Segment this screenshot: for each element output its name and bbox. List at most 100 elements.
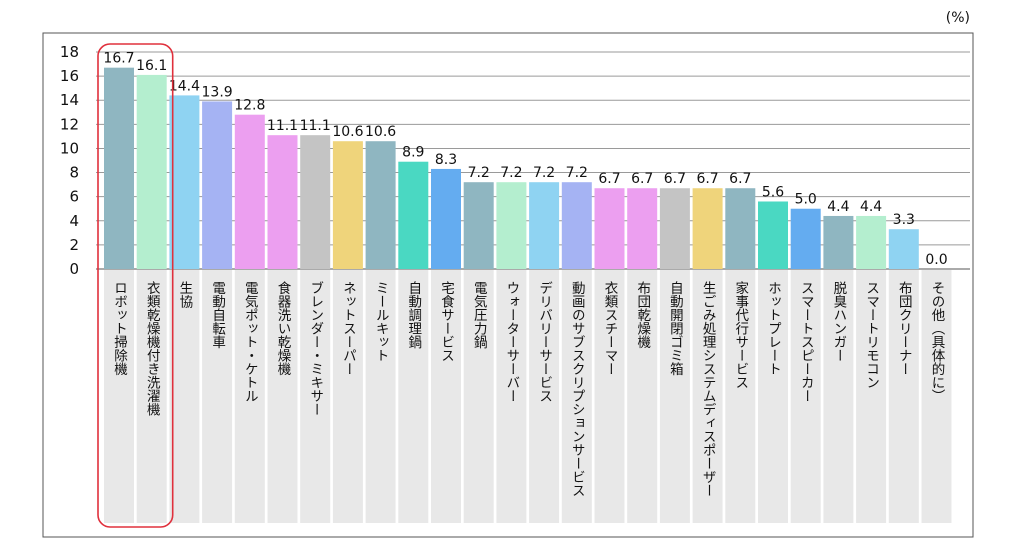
label-band	[529, 270, 560, 523]
data-label: 13.9	[202, 84, 233, 100]
label-band	[169, 270, 200, 523]
label-band	[202, 270, 233, 523]
label-band	[627, 270, 658, 523]
label-band	[823, 270, 854, 523]
data-label: 7.2	[566, 165, 588, 181]
category-label: その他（具体的に）	[929, 281, 946, 403]
bar	[496, 182, 527, 269]
label-band	[300, 270, 331, 523]
label-band	[463, 270, 494, 523]
data-label: 16.1	[136, 58, 167, 74]
label-band	[267, 270, 298, 523]
label-band	[888, 270, 919, 523]
y-tick-label: 0	[69, 260, 79, 278]
bar	[398, 161, 429, 269]
data-label: 6.7	[598, 171, 620, 187]
category-label: ブレンダー・ミキサー	[307, 281, 323, 416]
y-tick-label: 12	[60, 115, 79, 133]
data-label: 14.4	[169, 78, 200, 94]
category-label: ウォーターサーバー	[503, 281, 519, 403]
y-tick-label: 16	[60, 67, 79, 85]
label-band	[104, 270, 134, 523]
category-label: 布団乾燥機	[634, 281, 651, 350]
data-label: 11.1	[300, 118, 331, 134]
data-label: 6.7	[664, 171, 686, 187]
label-band	[856, 270, 887, 523]
bars	[104, 67, 919, 270]
label-band	[136, 270, 167, 523]
label-band	[398, 270, 429, 523]
category-label: 生ごみ処理システムディスポーザー	[700, 281, 717, 497]
category-label: 電気圧力鍋	[471, 281, 488, 349]
category-label: 家事代行サービス	[732, 280, 749, 389]
category-label: 宅食サービス	[438, 281, 455, 362]
data-label: 3.3	[893, 212, 915, 228]
bar	[823, 215, 854, 269]
label-band	[332, 270, 363, 523]
category-label: 食器洗い乾燥機	[275, 280, 292, 377]
label-band	[594, 270, 625, 523]
data-label: 4.4	[827, 199, 849, 215]
data-label: 7.2	[500, 165, 522, 181]
bar	[888, 229, 919, 269]
category-label: 自動開閉ゴミ箱	[667, 281, 684, 376]
bar	[300, 135, 331, 269]
highlight-rect	[97, 43, 174, 528]
category-label: 衣類スチーマー	[602, 281, 619, 376]
data-label: 16.7	[103, 51, 134, 67]
category-label: ホットプレート	[765, 281, 781, 376]
category-label: ロボット掃除機	[111, 281, 128, 377]
y-tick-label: 18	[60, 43, 79, 61]
data-label: 7.2	[468, 165, 490, 181]
bar	[529, 182, 560, 269]
y-axis: 0 2 4 6 8 10 12 14 16 18	[60, 43, 79, 278]
data-label: 7.2	[533, 165, 555, 181]
bar	[790, 208, 821, 269]
label-band	[758, 270, 788, 523]
bar	[594, 188, 625, 269]
bar	[234, 114, 265, 269]
data-labels: 16.7 16.114.4 13.912.811.1 11.1 10.6 10.68.9 8…	[103, 51, 947, 268]
y-tick-label: 6	[69, 188, 79, 206]
label-band	[725, 270, 756, 523]
label-bands	[104, 270, 952, 523]
category-label: ネットスーパー	[340, 281, 356, 376]
y-tick-label: 10	[60, 139, 79, 157]
bar	[202, 101, 233, 269]
label-band	[790, 270, 821, 523]
bar	[561, 182, 592, 269]
bar	[758, 201, 788, 269]
bar	[856, 215, 887, 269]
bar	[725, 188, 756, 269]
data-label: 0.0	[925, 252, 947, 268]
label-band	[431, 270, 461, 523]
label-band	[234, 270, 265, 523]
y-tick-label: 8	[69, 164, 79, 182]
bar	[332, 141, 363, 269]
bar	[692, 188, 723, 269]
bar	[463, 182, 494, 269]
category-label: 電気ポット・ケトル	[242, 281, 259, 403]
category-label: 生協	[176, 281, 193, 309]
data-label: 11.1	[267, 118, 298, 134]
data-label: 6.7	[631, 171, 653, 187]
category-label: スマートリモコン	[863, 281, 879, 389]
y-tick-label: 4	[69, 212, 79, 230]
label-band	[496, 270, 527, 523]
data-label: 6.7	[729, 171, 751, 187]
bar	[104, 67, 134, 269]
bar	[169, 95, 200, 270]
category-label: 電動自転車	[209, 281, 226, 349]
label-band	[365, 270, 396, 523]
data-label: 10.6	[332, 124, 363, 140]
data-label: 6.7	[696, 171, 718, 187]
category-label: 自動調理鍋	[405, 281, 422, 349]
category-label: 脱臭ハンガー	[830, 281, 847, 362]
unit-label: (%)	[946, 10, 970, 26]
bar	[431, 168, 461, 269]
data-label: 8.9	[402, 145, 424, 161]
chart-frame	[42, 32, 974, 538]
category-label: ミールキット	[373, 281, 389, 362]
bar	[365, 141, 396, 269]
